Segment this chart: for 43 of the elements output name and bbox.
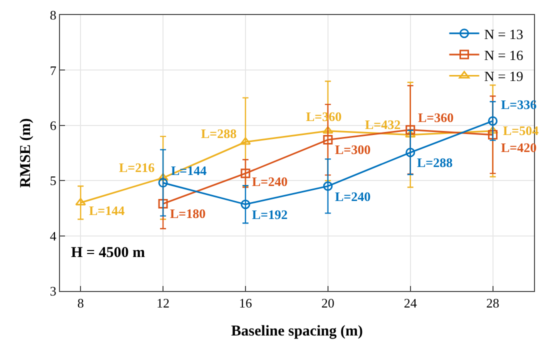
- point: [240, 168, 250, 178]
- annotation: L=240: [252, 174, 288, 189]
- annotation: L=360: [418, 110, 454, 125]
- y-tick-label: 6: [50, 118, 57, 133]
- point: [158, 178, 168, 188]
- point: [323, 135, 333, 144]
- x-tick-label: 20: [321, 296, 334, 311]
- point: [406, 125, 416, 135]
- y-axis-title: RMSE (m): [18, 118, 34, 188]
- annotation: L=240: [335, 189, 371, 204]
- annotation: L=300: [335, 142, 371, 157]
- point: [158, 173, 168, 181]
- legend-label: N = 13: [484, 28, 524, 43]
- x-axis-title: Baseline spacing (m): [231, 324, 363, 340]
- point: [240, 200, 250, 210]
- point: [75, 198, 86, 206]
- annotation: L=216: [119, 160, 156, 175]
- annotation: L=288: [417, 155, 454, 170]
- point: [488, 130, 498, 140]
- point: [322, 126, 334, 134]
- x-tick-label: 28: [486, 296, 500, 311]
- legend-label: N = 16: [484, 49, 524, 64]
- x-tick-label: 8: [77, 296, 84, 311]
- y-tick-label: 4: [50, 228, 57, 244]
- y-tick-label: 8: [50, 8, 56, 23]
- x-tick-label: 16: [238, 296, 252, 311]
- annotation: L=432: [365, 117, 401, 132]
- legend-label: N = 19: [484, 70, 524, 86]
- annotation: L=192: [252, 207, 288, 222]
- annotation: L=288: [201, 126, 238, 141]
- y-tick-label: 3: [50, 284, 56, 299]
- x-tick-label: 24: [404, 296, 418, 311]
- y-tick-label: 7: [50, 62, 57, 78]
- y-tick-label: 5: [50, 173, 56, 188]
- annotation: L=180: [170, 206, 206, 221]
- point: [158, 199, 168, 209]
- annotation: H = 4500 m: [71, 245, 146, 261]
- point: [488, 116, 498, 126]
- x-tick-label: 12: [156, 296, 170, 311]
- annotation: L=144: [89, 203, 126, 218]
- point: [406, 148, 416, 158]
- point: [240, 137, 251, 145]
- point: [323, 181, 333, 191]
